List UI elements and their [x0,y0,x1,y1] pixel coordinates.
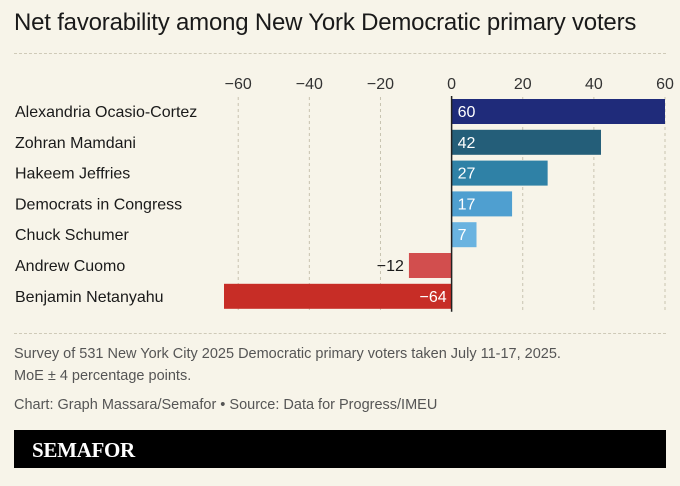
chart-title: Net favorability among New York Democrat… [14,9,637,36]
category-label: Andrew Cuomo [15,258,125,275]
bar-chart: −60 −40 −20 0 20 40 60 Alexandria Ocasio-Cortez… [15,76,674,312]
bar [224,283,452,309]
title-divider [14,53,666,54]
value-label: 60 [458,104,476,121]
bar [408,253,452,278]
bar [451,191,513,217]
moe-note: MoE ± 4 percentage points. [14,368,192,384]
x-tick-label: −40 [296,76,323,93]
x-tick-label: 60 [656,76,674,93]
value-label: −12 [377,258,404,275]
category-label: Chuck Schumer [15,227,129,244]
x-tick-label: 0 [447,76,456,93]
value-label: 27 [458,166,476,183]
category-label: Alexandria Ocasio-Cortez [15,104,197,121]
value-label: 42 [458,135,476,152]
x-tick-label: −20 [367,76,394,93]
category-label: Democrats in Congress [15,196,182,213]
bar [451,222,477,248]
category-label: Hakeem Jeffries [15,166,130,183]
chart-divider [14,333,666,334]
x-tick-label: 40 [585,76,603,93]
category-label: Zohran Mamdani [15,135,136,152]
bar [451,99,665,124]
x-tick-label: 20 [514,76,532,93]
brand-footer: SEMAFOR [14,430,666,468]
source-credit: Chart: Graph Massara/Semafor • Source: D… [14,397,438,413]
category-label: Benjamin Netanyahu [15,289,164,306]
survey-note: Survey of 531 New York City 2025 Democra… [14,346,561,362]
semafor-logo: SEMAFOR [32,438,135,462]
bar [451,160,548,186]
value-label: 7 [458,227,467,244]
value-label: −64 [419,289,446,306]
x-tick-label: −60 [225,76,252,93]
bar [451,129,601,155]
value-label: 17 [458,196,476,213]
